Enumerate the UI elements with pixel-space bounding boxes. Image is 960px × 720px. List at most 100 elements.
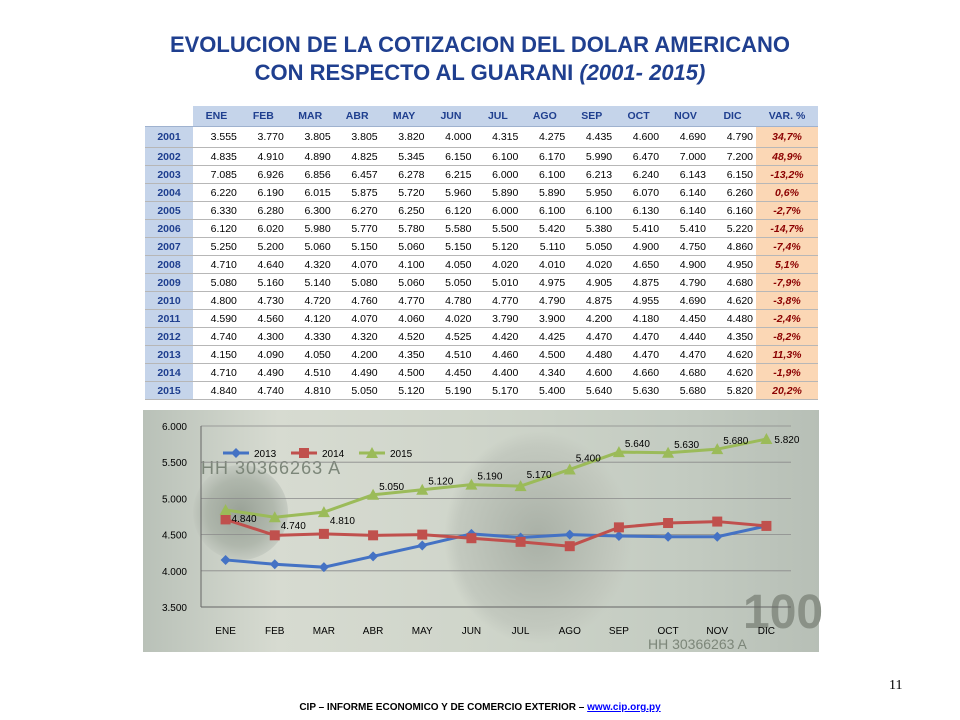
rate-cell: 4.480 [708,309,756,328]
table-row: 2009 5.080 5.160 5.140 5.080 5.060 5.050 5.010 4… [145,273,818,292]
rate-cell: 4.650 [615,255,663,274]
x-tick-label: ABR [363,626,384,637]
rate-cell: 4.825 [333,147,381,166]
rate-cell: 4.070 [333,309,381,328]
rate-cell: 4.435 [568,126,616,148]
variation-cell: -2,4% [756,309,818,328]
rate-cell: 6.150 [427,147,475,166]
rate-cell: 6.100 [521,201,569,220]
rate-cell: 4.180 [615,309,663,328]
rate-cell: 4.470 [615,327,663,346]
rate-cell: 6.330 [193,201,240,220]
rate-cell: 5.200 [239,237,287,256]
rate-cell: 4.780 [427,291,475,310]
rate-cell: 7.085 [193,165,240,184]
rate-cell: 5.250 [193,237,240,256]
year-cell: 2004 [145,183,193,202]
data-point [663,531,674,542]
column-header: NOV [662,106,709,127]
variation-cell: -1,9% [756,363,818,382]
data-point [417,540,428,551]
rate-cell: 4.620 [708,291,756,310]
rate-cell: 4.320 [286,255,334,274]
data-point [466,533,477,544]
rate-cell: 4.835 [193,147,240,166]
variation-cell: -7,4% [756,237,818,256]
rate-cell: 4.905 [568,273,616,292]
header-corner [145,106,193,127]
footer-link[interactable]: www.cip.org.py [587,702,661,713]
table-row: 2004 6.220 6.190 6.015 5.875 5.720 5.960 5.890 5… [145,183,818,202]
rate-cell: 4.750 [662,237,709,256]
rate-cell: 5.500 [474,219,522,238]
column-header: SEP [568,106,616,127]
table-row: 2013 4.150 4.090 4.050 4.200 4.350 4.510 4.460 4… [145,345,818,364]
rate-cell: 5.170 [474,381,522,400]
column-header: VAR. % [756,106,818,127]
rate-cell: 4.810 [286,381,334,400]
rate-cell: 4.320 [333,327,381,346]
rate-cell: 4.470 [615,345,663,364]
table-row: 2012 4.740 4.300 4.330 4.320 4.520 4.525 4.420 4… [145,327,818,346]
x-tick-label: FEB [265,626,285,637]
data-point [662,446,675,458]
y-tick-label: 6.000 [162,422,187,433]
y-tick-label: 5.000 [162,494,187,505]
rate-cell: 5.060 [380,237,428,256]
rate-cell: 4.020 [427,309,475,328]
rate-cell: 4.710 [193,363,240,382]
rate-cell: 3.770 [239,126,287,148]
rate-cell: 6.140 [662,183,709,202]
rate-cell: 5.580 [427,219,475,238]
column-header: ABR [333,106,381,127]
rate-cell: 4.800 [193,291,240,310]
y-tick-label: 4.500 [162,531,187,542]
rate-cell: 6.143 [662,165,709,184]
data-point [220,514,231,525]
rate-cell: 5.420 [521,219,569,238]
year-cell: 2002 [145,147,193,166]
rate-cell: 5.380 [568,219,616,238]
rate-cell: 6.260 [708,183,756,202]
column-header: OCT [615,106,663,127]
data-point [564,529,575,540]
column-header: FEB [239,106,287,127]
rate-cell: 6.926 [239,165,287,184]
rate-cell: 4.450 [427,363,475,382]
rate-cell: 6.100 [521,165,569,184]
year-cell: 2001 [145,126,193,148]
data-label: 5.630 [674,440,699,451]
rate-cell: 6.300 [286,201,334,220]
rate-cell: 6.278 [380,165,428,184]
variation-cell: 20,2% [756,381,818,400]
rate-cell: 6.120 [427,201,475,220]
rate-cell: 4.020 [474,255,522,274]
rate-cell: 3.805 [286,126,334,148]
y-tick-label: 4.000 [162,567,187,578]
rate-cell: 4.275 [521,126,569,148]
year-cell: 2012 [145,327,193,346]
rate-cell: 5.110 [521,237,569,256]
rate-cell: 4.050 [286,345,334,364]
variation-cell: -2,7% [756,201,818,220]
rate-cell: 4.060 [380,309,428,328]
rate-cell: 4.050 [427,255,475,274]
x-tick-label: DIC [758,626,775,637]
rate-cell: 6.000 [474,201,522,220]
rate-cell: 3.900 [521,309,569,328]
rate-cell: 4.525 [427,327,475,346]
rate-cell: 5.820 [708,381,756,400]
data-label: 5.640 [625,439,650,450]
rate-cell: 4.560 [239,309,287,328]
series-line-2015 [225,437,767,519]
rate-cell: 5.640 [568,381,616,400]
data-label: 5.050 [379,482,404,493]
table-row: 2002 4.835 4.910 4.890 4.825 5.345 6.150 6.100 6… [145,147,818,166]
rate-cell: 4.590 [193,309,240,328]
data-point [269,530,280,541]
data-point [219,503,232,515]
banknote-serial-2: HH 30366263 A [648,636,747,652]
table-row: 2005 6.330 6.280 6.300 6.270 6.250 6.120 6.000 6… [145,201,818,220]
footer-text: CIP – INFORME ECONOMICO Y DE COMERCIO EX… [299,702,588,713]
rate-cell: 4.730 [239,291,287,310]
